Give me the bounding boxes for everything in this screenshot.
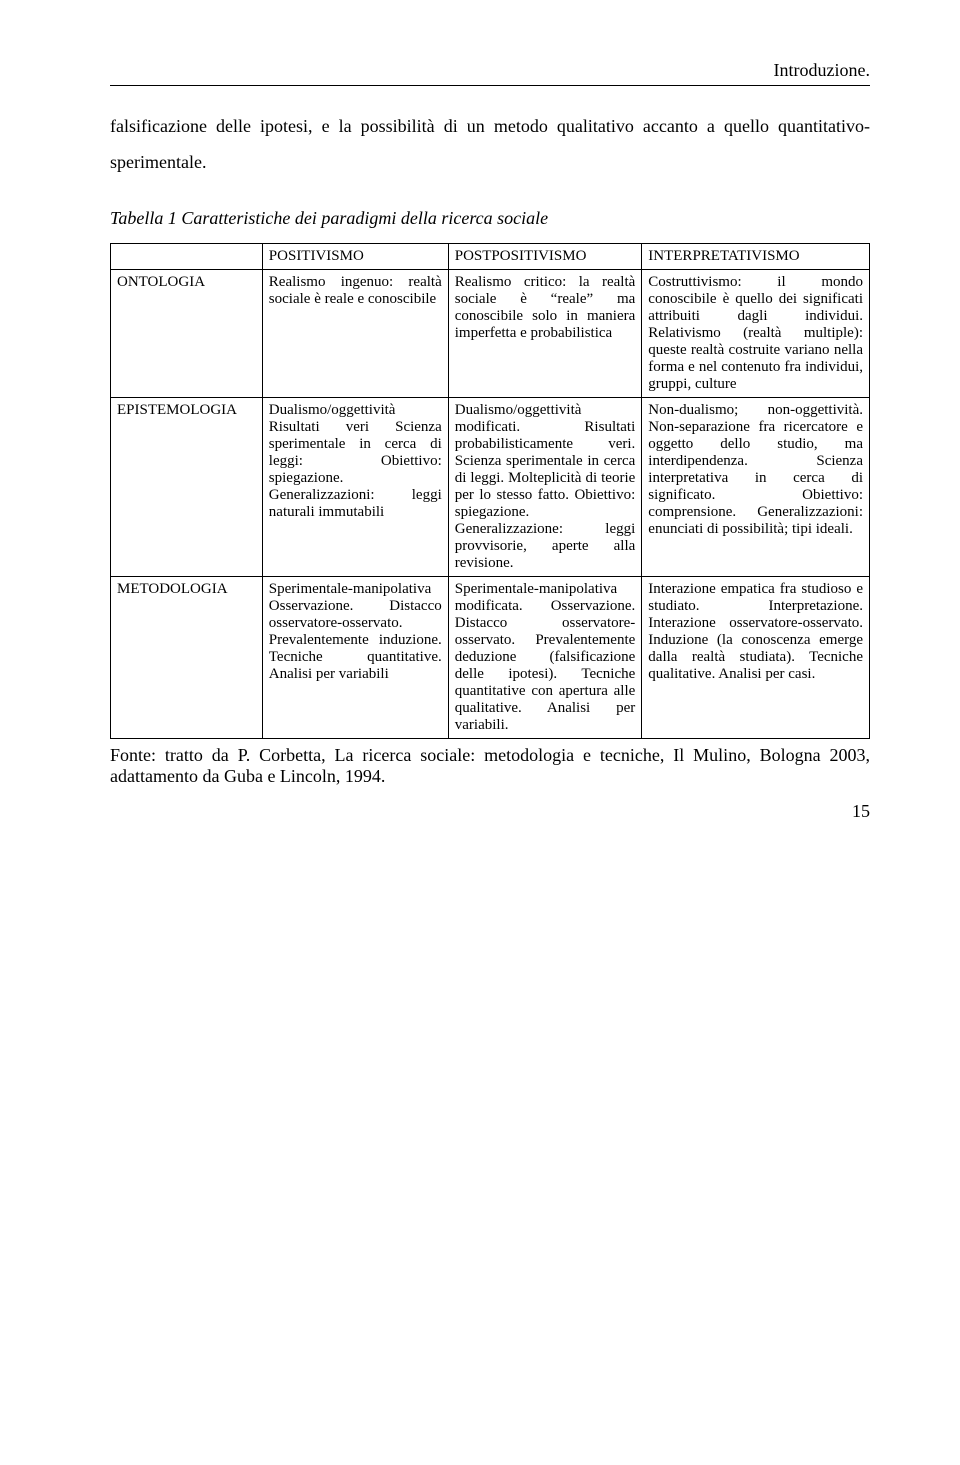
cell-postpositivismo: Sperimentale-manipolativa modificata. Os…: [448, 577, 642, 739]
page-container: Introduzione. falsificazione delle ipote…: [0, 0, 960, 862]
row-label: ONTOLOGIA: [111, 270, 263, 398]
cell-interpretativismo: Costruttivismo: il mondo conoscibile è q…: [642, 270, 870, 398]
cell-postpositivismo: Dualismo/oggettività modificati. Risulta…: [448, 398, 642, 577]
cell-positivismo: Realismo ingenuo: realtà sociale è reale…: [262, 270, 448, 398]
row-label: EPISTEMOLOGIA: [111, 398, 263, 577]
cell-interpretativismo: Non-dualismo; non-oggettività. Non-separ…: [642, 398, 870, 577]
cell-positivismo: Sperimentale-manipolativa Osservazione. …: [262, 577, 448, 739]
page-number: 15: [110, 801, 870, 822]
row-label: METODOLOGIA: [111, 577, 263, 739]
table-source: Fonte: tratto da P. Corbetta, La ricerca…: [110, 745, 870, 787]
col-header-empty: [111, 244, 263, 270]
intro-paragraph: falsificazione delle ipotesi, e la possi…: [110, 108, 870, 180]
table-row: ONTOLOGIA Realismo ingenuo: realtà socia…: [111, 270, 870, 398]
paradigms-table: POSITIVISMO POSTPOSITIVISMO INTERPRETATI…: [110, 243, 870, 739]
col-header-interpretativismo: INTERPRETATIVISMO: [642, 244, 870, 270]
col-header-postpositivismo: POSTPOSITIVISMO: [448, 244, 642, 270]
cell-positivismo: Dualismo/oggettività Risultati veri Scie…: [262, 398, 448, 577]
table-row: METODOLOGIA Sperimentale-manipolativa Os…: [111, 577, 870, 739]
col-header-positivismo: POSITIVISMO: [262, 244, 448, 270]
table-row: EPISTEMOLOGIA Dualismo/oggettività Risul…: [111, 398, 870, 577]
cell-interpretativismo: Interazione empatica fra studioso e stud…: [642, 577, 870, 739]
table-header-row: POSITIVISMO POSTPOSITIVISMO INTERPRETATI…: [111, 244, 870, 270]
header-rule: [110, 85, 870, 86]
table-caption: Tabella 1 Caratteristiche dei paradigmi …: [110, 208, 870, 229]
header-section-title: Introduzione.: [110, 60, 870, 81]
cell-postpositivismo: Realismo critico: la realtà sociale è “r…: [448, 270, 642, 398]
